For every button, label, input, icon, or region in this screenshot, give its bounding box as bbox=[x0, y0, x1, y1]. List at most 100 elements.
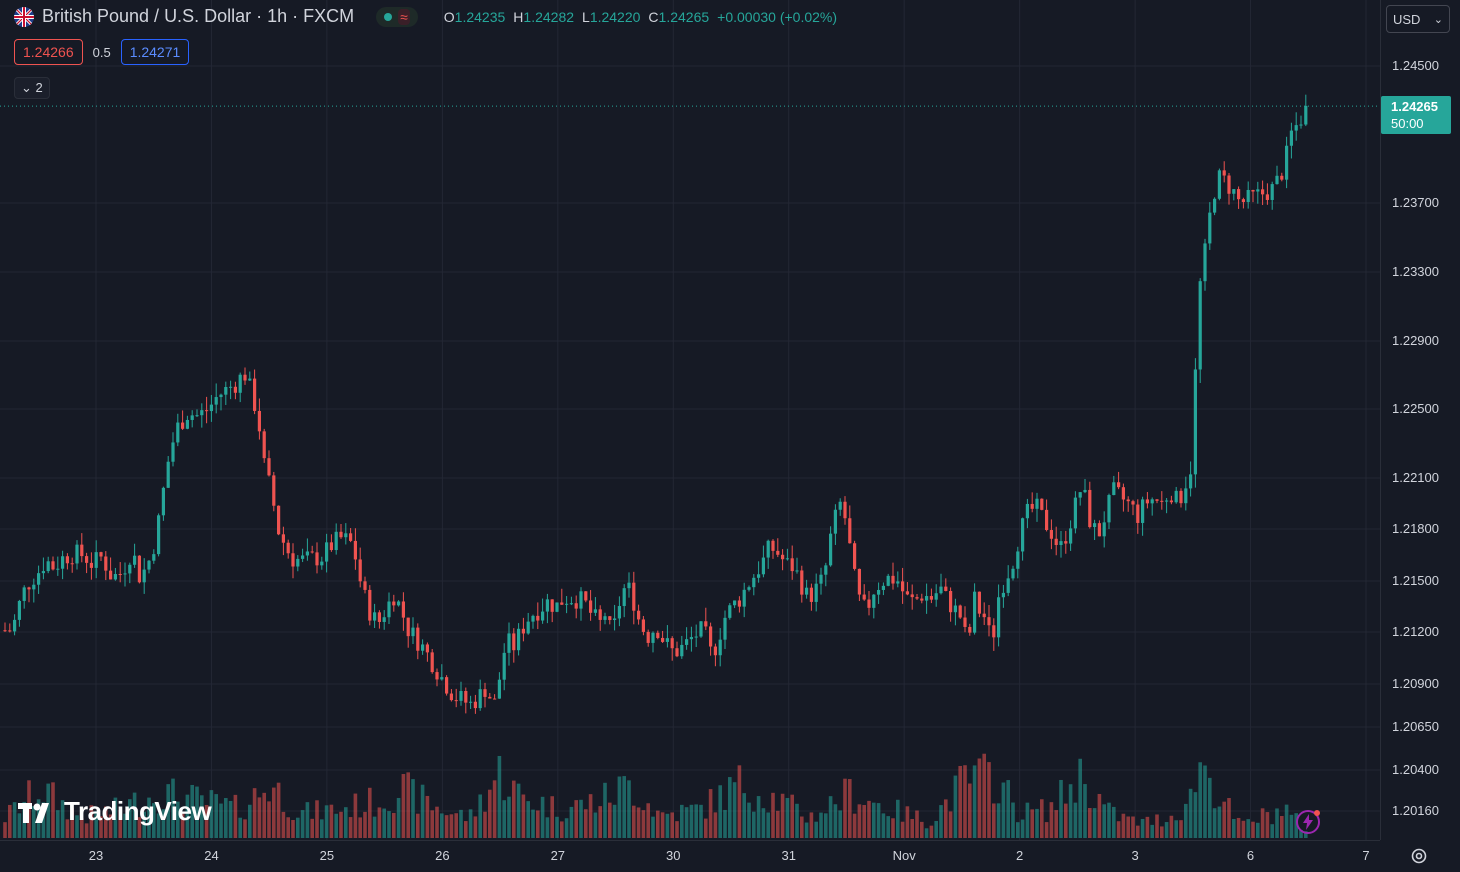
candle bbox=[613, 604, 617, 631]
volume-bar bbox=[550, 796, 554, 838]
volume-bar bbox=[46, 783, 50, 838]
candle bbox=[1126, 496, 1130, 512]
volume-bar bbox=[944, 799, 948, 838]
sell-button[interactable]: 1.24266 bbox=[14, 39, 83, 65]
tradingview-logo[interactable]: TradingView bbox=[18, 796, 212, 827]
volume-bar bbox=[694, 804, 698, 838]
currency-select[interactable]: USD ⌄ bbox=[1386, 5, 1450, 33]
candle bbox=[113, 567, 117, 581]
volume-bar bbox=[411, 779, 415, 838]
volume-bar bbox=[920, 821, 924, 838]
candle bbox=[253, 369, 257, 415]
candle bbox=[819, 567, 823, 595]
volume-bar bbox=[200, 795, 204, 838]
price-label: 1.22900 bbox=[1392, 333, 1439, 348]
candle bbox=[579, 587, 583, 621]
volume-bar bbox=[252, 788, 257, 838]
candle bbox=[704, 607, 708, 631]
candle bbox=[459, 681, 463, 706]
gear-icon[interactable] bbox=[1409, 846, 1429, 866]
volume-bar bbox=[1304, 831, 1308, 838]
candlestick-chart[interactable] bbox=[0, 0, 1380, 840]
candle bbox=[416, 623, 420, 660]
candle bbox=[17, 599, 21, 627]
volume-bar bbox=[588, 794, 593, 838]
lightning-icon[interactable] bbox=[1294, 808, 1322, 836]
volume-bar bbox=[233, 794, 238, 838]
buy-button[interactable]: 1.24271 bbox=[120, 39, 190, 65]
volume-bar bbox=[435, 806, 439, 838]
volume-bar bbox=[1246, 819, 1250, 838]
time-label: 6 bbox=[1246, 848, 1255, 863]
candle bbox=[329, 534, 333, 552]
candle bbox=[209, 394, 213, 422]
candle bbox=[1121, 483, 1125, 512]
volume-bar bbox=[353, 793, 358, 838]
volume-bar bbox=[464, 821, 468, 838]
candle bbox=[795, 557, 799, 574]
volume-bar bbox=[195, 786, 199, 838]
time-label: 7 bbox=[1362, 848, 1370, 863]
volume-bar bbox=[99, 816, 103, 838]
candle bbox=[123, 562, 127, 587]
candle bbox=[219, 393, 223, 411]
candle bbox=[128, 562, 132, 584]
candle bbox=[694, 624, 698, 648]
time-label: 31 bbox=[781, 848, 796, 863]
volume-bar bbox=[329, 804, 334, 838]
symbol-title[interactable]: British Pound / U.S. Dollar · 1h · FXCM bbox=[42, 6, 355, 26]
volume-bar bbox=[1265, 812, 1270, 838]
candle bbox=[281, 526, 285, 556]
candle bbox=[833, 504, 837, 545]
volume-bar bbox=[137, 817, 142, 838]
volume-bar bbox=[684, 807, 689, 838]
price-axis[interactable]: 1.24500 1.23700 1.23300 1.22900 1.22500 1.221… bbox=[1380, 0, 1460, 840]
price-label: 1.22100 bbox=[1392, 470, 1439, 485]
candle bbox=[809, 583, 813, 611]
volume-bar bbox=[358, 817, 362, 838]
volume-bar bbox=[339, 811, 343, 838]
market-status[interactable]: ≈ bbox=[376, 6, 418, 27]
volume-bar bbox=[473, 816, 478, 838]
time-label: 26 bbox=[435, 848, 450, 863]
candle bbox=[872, 594, 876, 619]
volume-bar bbox=[171, 778, 175, 838]
candle bbox=[435, 668, 439, 687]
volume-bar bbox=[1107, 802, 1111, 838]
time-label: 23 bbox=[88, 848, 104, 863]
candle bbox=[118, 562, 122, 583]
volume-bar bbox=[1289, 814, 1294, 838]
time-axis[interactable]: 23 24 25 26 27 30 31 Nov 2 3 6 7 bbox=[0, 840, 1380, 872]
candle bbox=[723, 610, 727, 649]
candle bbox=[973, 583, 977, 635]
candle bbox=[1145, 492, 1149, 509]
volume-bar bbox=[185, 794, 190, 838]
candle bbox=[176, 413, 180, 447]
volume-bar bbox=[444, 815, 449, 838]
volume-bar bbox=[876, 803, 881, 838]
volume-bar bbox=[238, 817, 242, 838]
volume-bar bbox=[713, 812, 718, 838]
volume-bar bbox=[1184, 803, 1188, 838]
volume-bar bbox=[1145, 816, 1150, 838]
candle bbox=[1150, 497, 1154, 516]
candle bbox=[387, 592, 391, 624]
candle bbox=[181, 410, 185, 430]
candle bbox=[13, 614, 17, 636]
volume-bar bbox=[272, 787, 276, 838]
candle bbox=[363, 576, 367, 594]
candle bbox=[608, 616, 612, 625]
time-label: 25 bbox=[319, 848, 335, 863]
indicators-toggle[interactable]: ⌄ 2 bbox=[14, 77, 50, 99]
candle bbox=[1040, 498, 1044, 511]
candle bbox=[910, 584, 914, 610]
volume-bar bbox=[1112, 806, 1116, 838]
candle bbox=[109, 557, 113, 580]
candle bbox=[584, 591, 588, 603]
volume-bar bbox=[382, 808, 386, 838]
volume-bar bbox=[1188, 788, 1193, 838]
volume-bar bbox=[209, 790, 214, 838]
volume-bar bbox=[1040, 799, 1044, 838]
candle bbox=[545, 593, 549, 624]
volume-bar bbox=[612, 804, 617, 838]
